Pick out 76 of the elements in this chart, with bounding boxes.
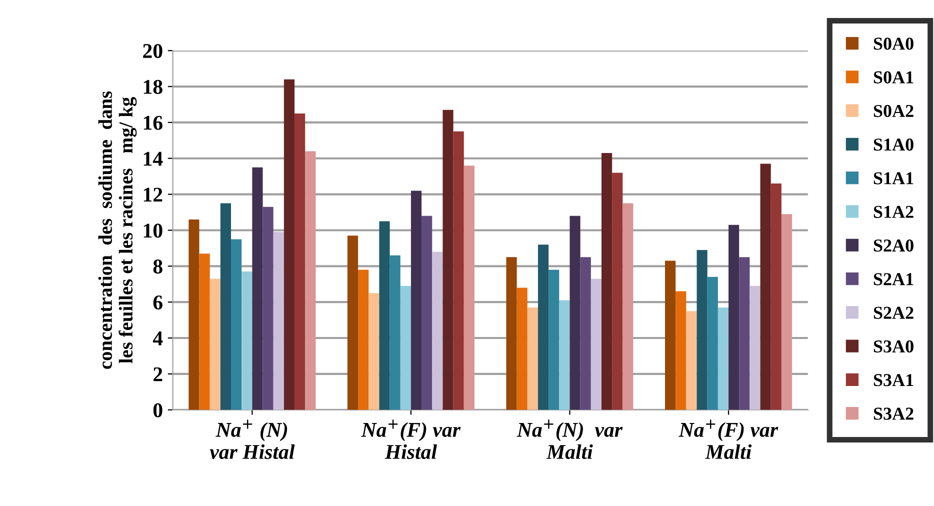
bar: [750, 286, 760, 410]
bar: [188, 219, 200, 410]
bar: [696, 250, 708, 410]
bar: [400, 286, 411, 410]
bar: [220, 203, 232, 410]
x-tick-label: Na$^{+}$(N) var Malti: [516, 420, 623, 460]
legend-label: S2A2: [874, 306, 914, 319]
bar: [242, 272, 252, 410]
bar: [422, 216, 432, 410]
bar: [739, 257, 750, 410]
bar: [665, 260, 676, 410]
legend-label: S1A1: [874, 172, 914, 184]
x-tick-label: Na$^{+}$ (N) var Histal: [210, 420, 295, 460]
legend-label: S2A1: [874, 273, 914, 286]
legend-label: S3A1: [874, 374, 914, 386]
bar: [284, 79, 295, 410]
legend-label: S1A2: [874, 206, 914, 218]
bar: [305, 151, 316, 410]
bar: [718, 307, 729, 410]
bar: [294, 113, 306, 410]
bar: [390, 255, 400, 410]
bar: [516, 288, 528, 410]
bar: [676, 291, 686, 410]
y-tick-label: 2: [154, 367, 162, 382]
legend-label: S0A0: [874, 38, 914, 50]
bar: [368, 293, 380, 410]
bar: [358, 270, 369, 410]
bar: [379, 221, 390, 410]
bar: [622, 203, 634, 410]
bar: [453, 131, 464, 410]
bar: [580, 257, 591, 410]
legend-label: S1A0: [874, 138, 914, 151]
bar: [506, 257, 517, 410]
y-tick-label: 0: [153, 403, 162, 418]
y-tick-label: 10: [144, 224, 162, 238]
bar: [210, 278, 220, 410]
y-tick-label: 8: [153, 260, 162, 274]
bar: [707, 276, 718, 410]
bar: [570, 216, 580, 410]
bar: [612, 172, 623, 410]
y-axis-title: concentration des sodiume dans les feuilles et les racines mg/ kg: [98, 91, 137, 369]
bar: [432, 252, 443, 410]
bar: [527, 307, 538, 410]
bar: [559, 300, 570, 410]
bar: [548, 270, 560, 410]
bar: [538, 244, 549, 410]
bar: [728, 224, 740, 410]
bar: [199, 254, 210, 410]
x-tick-label: Na$^{+}$(F) var Histal: [361, 420, 461, 460]
y-tick-label: 20: [143, 44, 162, 58]
bar: [770, 184, 782, 410]
bar: [410, 190, 422, 410]
y-tick-label: 14: [144, 152, 163, 166]
legend-label: S0A1: [874, 71, 914, 84]
y-tick-label: 18: [144, 80, 162, 94]
bar: [590, 278, 602, 410]
y-tick-label: 12: [144, 188, 162, 202]
bar: [442, 110, 454, 410]
bar: [781, 214, 792, 410]
y-tick-label: 16: [144, 116, 162, 130]
bar: [686, 311, 697, 410]
legend-label: S3A2: [874, 408, 914, 420]
bar: [273, 232, 284, 410]
bar: [760, 164, 771, 410]
bar: [262, 206, 274, 410]
bar: [347, 236, 358, 410]
bar: [464, 166, 474, 410]
bar: [231, 239, 242, 410]
x-tick-label: Na$^{+}$(F) var Malti: [678, 420, 778, 460]
bar: [252, 167, 263, 410]
bar: [601, 152, 612, 410]
legend-label: S0A2: [874, 104, 914, 118]
legend-label: S3A0: [874, 340, 914, 353]
y-tick-label: 6: [153, 296, 162, 310]
legend-label: S2A0: [874, 239, 914, 252]
y-tick-label: 4: [152, 332, 163, 346]
